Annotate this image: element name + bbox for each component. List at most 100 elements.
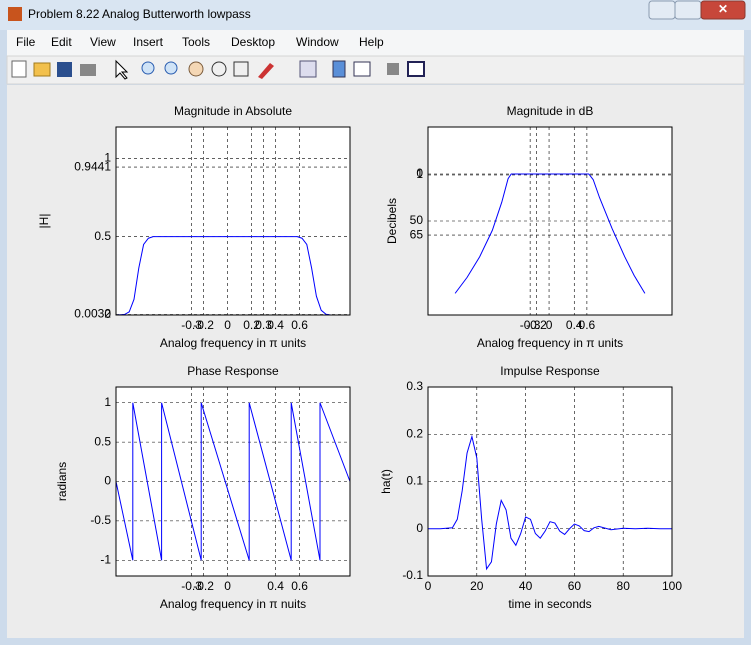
link-icon[interactable] bbox=[299, 60, 317, 78]
y-axis-label: ha(t) bbox=[379, 469, 393, 494]
chart-title: Phase Response bbox=[187, 364, 279, 378]
app-icon bbox=[8, 7, 22, 21]
data-line bbox=[116, 402, 350, 561]
x-tick-label: 80 bbox=[617, 579, 631, 593]
brush-icon[interactable] bbox=[258, 63, 274, 79]
axes: -0.3-0.2 0 0.4 0.6 -1 -0.5 0 0.5 1 Phase Response… bbox=[55, 364, 351, 611]
y-axis-label: |H| bbox=[37, 214, 51, 229]
close-glyph: ✕ bbox=[718, 2, 728, 16]
y-axis-label: radians bbox=[55, 462, 69, 501]
plot-content bbox=[116, 236, 350, 315]
axes: -0.3-0.2 0 0.20.30.4 0.600.00320.50.94411Ma… bbox=[37, 104, 351, 350]
y-tick-label: 65 bbox=[410, 227, 424, 241]
y-tick-label: 0.0032 bbox=[74, 307, 111, 321]
menu-item[interactable]: Tools bbox=[182, 35, 210, 49]
toolbar bbox=[6, 55, 745, 85]
menu-item[interactable]: Edit bbox=[51, 35, 72, 49]
x-tick-label: -0.2 bbox=[193, 318, 214, 332]
x-tick-label: 0 bbox=[546, 318, 553, 332]
x-tick-label: 40 bbox=[519, 579, 533, 593]
y-axis-label: Decibels bbox=[385, 198, 399, 244]
axes-box bbox=[115, 386, 351, 577]
menu-item[interactable]: File bbox=[16, 35, 36, 49]
x-axis-label: Analog frequency in π units bbox=[477, 336, 623, 350]
x-tick-label: 20 bbox=[470, 579, 484, 593]
zoom-out-icon[interactable] bbox=[164, 61, 178, 75]
hide-tools-icon[interactable] bbox=[387, 63, 399, 75]
colorbar-icon[interactable] bbox=[332, 60, 346, 78]
datacursor-icon[interactable] bbox=[233, 61, 249, 77]
open-icon[interactable] bbox=[33, 62, 51, 77]
y-tick-label: -1 bbox=[100, 552, 111, 566]
y-tick-label: 50 bbox=[410, 213, 424, 227]
axes-box bbox=[427, 126, 673, 316]
save-icon[interactable] bbox=[57, 62, 72, 77]
x-tick-label: 0.6 bbox=[579, 318, 596, 332]
y-tick-label: 0 bbox=[416, 166, 423, 180]
y-tick-label: 1 bbox=[104, 151, 111, 165]
y-tick-label: 0 bbox=[104, 307, 111, 321]
pan-icon[interactable] bbox=[188, 61, 204, 77]
toolbar-icons bbox=[11, 59, 425, 80]
y-tick-label: 0 bbox=[104, 474, 111, 488]
x-tick-label: -0.3 bbox=[181, 318, 202, 332]
plot-content bbox=[428, 434, 672, 571]
y-tick-label: 0.2 bbox=[406, 426, 423, 440]
data-line bbox=[116, 236, 350, 315]
plot-content bbox=[116, 402, 350, 561]
y-tick-label: 0.9441 bbox=[74, 159, 111, 173]
chart-title: Magnitude in dB bbox=[507, 104, 594, 118]
maximize-button[interactable] bbox=[674, 0, 702, 20]
y-tick-label: 0.1 bbox=[406, 474, 423, 488]
menu-item[interactable]: Desktop bbox=[231, 35, 275, 49]
x-tick-label: 0.2 bbox=[243, 318, 260, 332]
y-tick-label: 0.5 bbox=[94, 434, 111, 448]
x-axis-label: Analog frequency in π units bbox=[160, 336, 306, 350]
menu-bar bbox=[7, 30, 744, 56]
x-tick-label: 0.4 bbox=[267, 318, 284, 332]
y-tick-label: -0.1 bbox=[402, 568, 423, 582]
y-tick-label: 0 bbox=[416, 521, 423, 535]
x-tick-label: 0 bbox=[224, 318, 231, 332]
rotate-icon[interactable] bbox=[211, 61, 227, 77]
dock-icon[interactable] bbox=[407, 61, 425, 77]
plot-content bbox=[454, 173, 646, 294]
x-tick-label: 100 bbox=[662, 579, 682, 593]
x-tick-label: -0.3 bbox=[520, 318, 541, 332]
axes-box bbox=[427, 386, 673, 577]
title-bar bbox=[0, 0, 751, 30]
x-tick-label: 0.6 bbox=[291, 318, 308, 332]
print-icon[interactable] bbox=[80, 64, 96, 76]
chart-title: Impulse Response bbox=[500, 364, 600, 378]
x-tick-label: 60 bbox=[568, 579, 582, 593]
data-line bbox=[428, 434, 672, 571]
legend-icon[interactable] bbox=[353, 61, 371, 77]
data-line bbox=[454, 173, 646, 294]
menu-item[interactable]: View bbox=[90, 35, 116, 49]
y-tick-label: 0.3 bbox=[406, 379, 423, 393]
menu-item[interactable]: Window bbox=[296, 35, 339, 49]
menu-item[interactable]: Insert bbox=[133, 35, 164, 49]
x-axis-label: Analog frequency in π nuits bbox=[160, 597, 306, 611]
y-tick-label: 1 bbox=[104, 395, 111, 409]
x-tick-label: 0.3 bbox=[255, 318, 272, 332]
menu-item[interactable]: Help bbox=[359, 35, 384, 49]
x-axis-label: time in seconds bbox=[508, 597, 591, 611]
y-tick-label: 1 bbox=[416, 167, 423, 181]
x-tick-label: 0.4 bbox=[267, 579, 284, 593]
x-tick-label: 0 bbox=[224, 579, 231, 593]
close-button[interactable] bbox=[700, 0, 746, 20]
window-title: Problem 8.22 Analog Butterworth lowpass bbox=[28, 7, 251, 21]
pointer-icon[interactable] bbox=[115, 59, 129, 80]
x-tick-label: -0.3 bbox=[181, 579, 202, 593]
zoom-in-icon[interactable] bbox=[141, 61, 155, 75]
x-tick-label: -0.2 bbox=[526, 318, 547, 332]
minimize-button[interactable] bbox=[648, 0, 676, 20]
axes-box bbox=[115, 126, 351, 316]
new-icon[interactable] bbox=[11, 60, 27, 78]
chart-title: Magnitude in Absolute bbox=[174, 104, 292, 118]
y-tick-label: 0.5 bbox=[94, 229, 111, 243]
